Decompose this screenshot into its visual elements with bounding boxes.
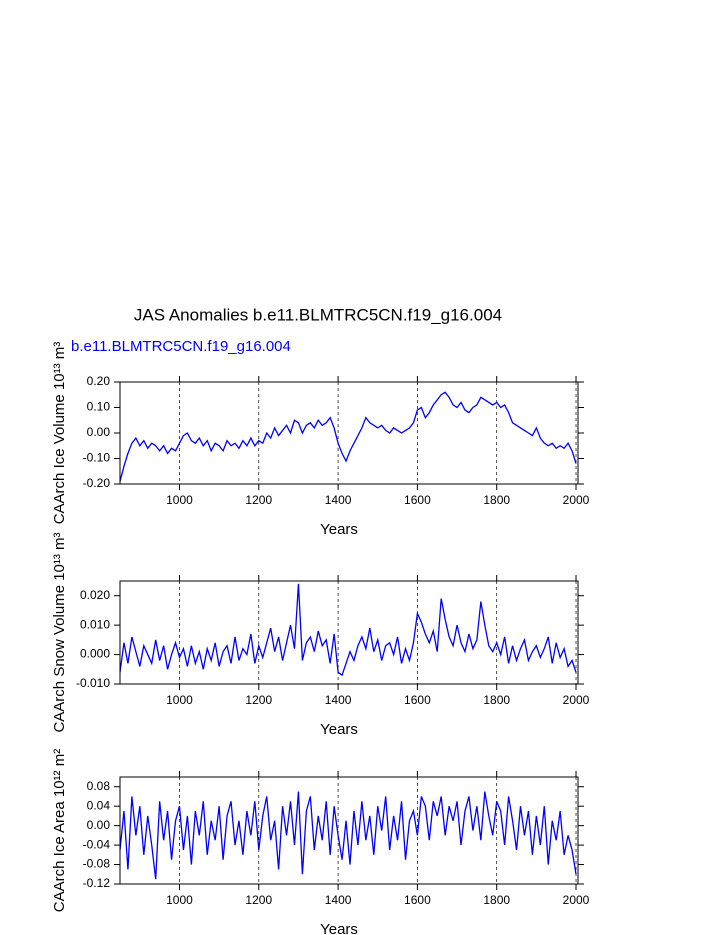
y-tick-label: -0.10 <box>83 451 111 465</box>
panel: 1000 1200 1400 1600 1800 2000 -0.20 -0.10 0.00 0.… <box>51 342 590 538</box>
x-tick-label: 2000 <box>563 493 590 507</box>
x-tick-label: 1600 <box>404 693 431 707</box>
y-axis-label: CAArch Ice Area 10¹² m² <box>51 749 68 912</box>
y-tick-label: -0.08 <box>83 857 111 871</box>
x-axis-label: Years <box>320 721 358 738</box>
y-tick-label: 0.000 <box>80 647 110 661</box>
x-tick-label: 1800 <box>483 693 510 707</box>
figure-title: JAS Anomalies b.e11.BLMTRC5CN.f19_g16.00… <box>134 305 502 324</box>
y-tick-label: -0.010 <box>76 676 110 690</box>
y-tick-label: -0.20 <box>83 476 111 490</box>
y-axis-label: CAArch Snow Volume 10¹³ m³ <box>51 532 68 732</box>
x-tick-label: 1600 <box>404 493 431 507</box>
x-tick-label: 1200 <box>245 493 272 507</box>
y-tick-label: 0.020 <box>80 588 110 602</box>
y-tick-label: 0.010 <box>80 617 110 631</box>
y-tick-label: -0.12 <box>83 876 111 890</box>
y-tick-label: 0.08 <box>87 779 111 793</box>
y-tick-label: -0.04 <box>83 837 111 851</box>
data-line <box>119 791 577 880</box>
plot-frame <box>119 381 579 485</box>
x-tick-label: 1600 <box>404 893 431 907</box>
data-line <box>119 391 577 482</box>
plot-frame <box>119 776 579 885</box>
x-tick-label: 1800 <box>483 893 510 907</box>
x-axis-label: Years <box>320 921 358 935</box>
y-tick-label: 0.00 <box>87 425 111 439</box>
y-tick-label: 0.10 <box>87 400 111 414</box>
figure-subtitle: b.e11.BLMTRC5CN.f19_g16.004 <box>71 338 291 355</box>
x-tick-label: 1400 <box>325 693 352 707</box>
x-tick-label: 2000 <box>563 893 590 907</box>
x-tick-label: 1800 <box>483 493 510 507</box>
x-tick-label: 2000 <box>563 693 590 707</box>
x-tick-label: 1200 <box>245 893 272 907</box>
x-tick-label: 1400 <box>325 893 352 907</box>
x-tick-label: 1400 <box>325 493 352 507</box>
plot-frame <box>119 580 579 685</box>
x-tick-label: 1000 <box>166 493 193 507</box>
x-tick-label: 1000 <box>166 693 193 707</box>
panel: 1000 1200 1400 1600 1800 2000 -0.010 0.000 0.010… <box>51 532 590 738</box>
x-axis-label: Years <box>320 521 358 538</box>
y-axis-label: CAArch Ice Volume 10¹³ m³ <box>51 342 68 525</box>
y-tick-label: 0.20 <box>87 374 111 388</box>
data-line <box>119 583 577 677</box>
y-tick-label: 0.00 <box>87 818 111 832</box>
panel: 1000 1200 1400 1600 1800 2000 -0.12 -0.08 -0.04 0… <box>51 749 590 935</box>
y-tick-label: 0.04 <box>87 798 111 812</box>
x-tick-label: 1000 <box>166 893 193 907</box>
x-tick-label: 1200 <box>245 693 272 707</box>
